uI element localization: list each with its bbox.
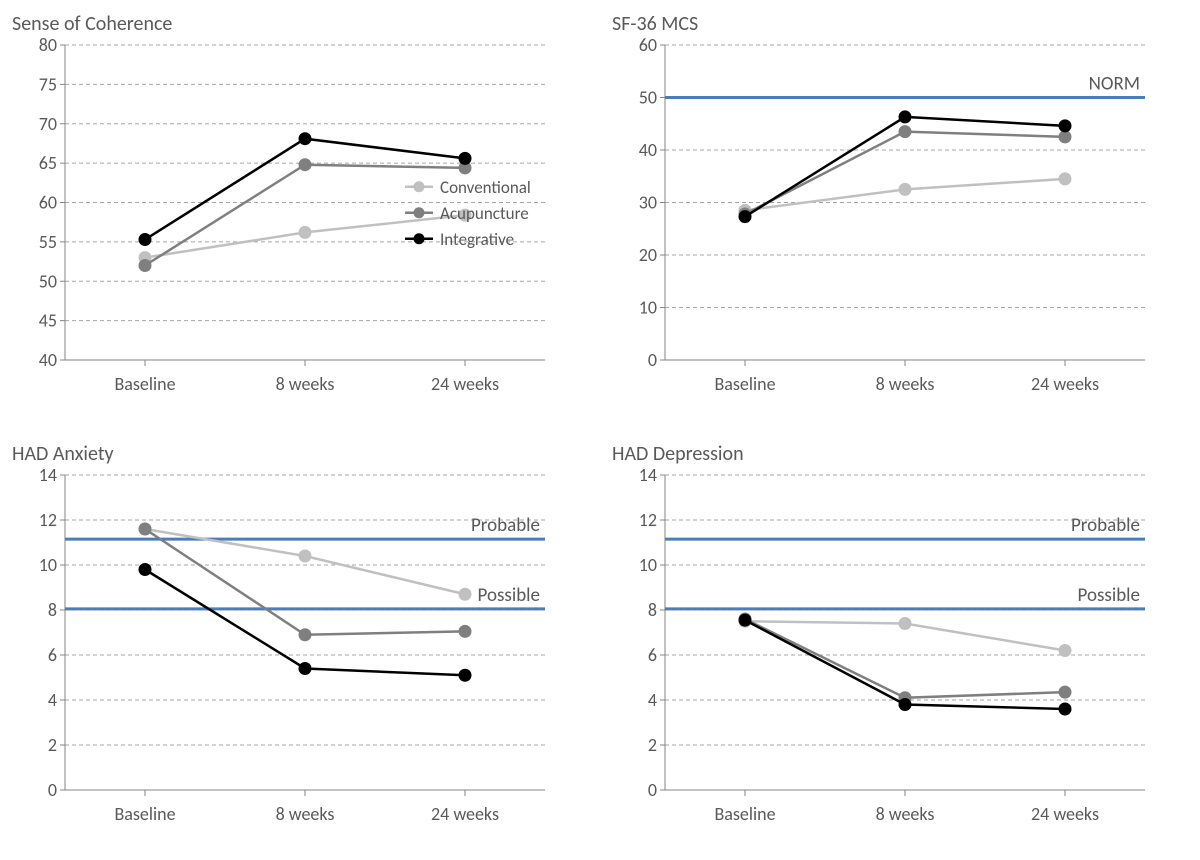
series-marker	[1059, 119, 1072, 132]
y-tick-label: 10	[639, 297, 657, 319]
x-tick-label: Baseline	[714, 803, 775, 825]
series-marker	[459, 152, 472, 165]
x-tick-label: 24 weeks	[1031, 373, 1099, 395]
y-tick-label: 6	[648, 644, 657, 666]
chart-panel: 40 45 50 55 60 65 70 75 80 Baseline 8 weeks 24 week…	[0, 0, 600, 430]
y-tick-label: 75	[39, 73, 57, 95]
series-line	[145, 570, 465, 676]
chart-title: HAD Depression	[612, 442, 744, 466]
chart-title: Sense of Coherence	[12, 12, 172, 36]
chart-panel: 0 10 20 30 40 50 60 Baseline 8 weeks 24 weeks NORM…	[600, 0, 1200, 430]
chart-svg: 0 10 20 30 40 50 60 Baseline 8 weeks 24 weeks NORM…	[610, 10, 1170, 410]
series-marker	[739, 210, 752, 223]
y-tick-label: 6	[48, 644, 57, 666]
series-marker	[739, 614, 752, 627]
x-tick-label: 24 weeks	[431, 373, 499, 395]
y-tick-label: 45	[39, 310, 57, 332]
x-tick-label: 8 weeks	[276, 373, 335, 395]
reference-line-label: Possible	[478, 584, 540, 607]
series-marker	[459, 588, 472, 601]
x-tick-label: 8 weeks	[276, 803, 335, 825]
y-tick-label: 8	[48, 599, 57, 621]
reference-line-label: NORM	[1089, 73, 1140, 96]
y-tick-label: 0	[648, 349, 657, 371]
y-tick-label: 60	[39, 192, 57, 214]
chart-svg: 40 45 50 55 60 65 70 75 80 Baseline 8 weeks 24 week…	[10, 10, 570, 410]
y-tick-label: 60	[639, 34, 657, 56]
x-tick-label: 24 weeks	[1031, 803, 1099, 825]
series-marker	[299, 226, 312, 239]
series-line	[745, 619, 1065, 698]
series-marker	[899, 617, 912, 630]
series-marker	[299, 662, 312, 675]
reference-line-label: Probable	[1071, 514, 1140, 537]
x-tick-label: 8 weeks	[876, 373, 935, 395]
chart-panel: 0 2 4 6 8 10 12 14 Baseline 8 weeks 24 weeks Probab…	[0, 430, 600, 860]
chart-svg: 0 2 4 6 8 10 12 14 Baseline 8 weeks 24 weeks Probab…	[610, 440, 1170, 840]
y-tick-label: 40	[39, 349, 57, 371]
y-tick-label: 20	[639, 244, 657, 266]
series-marker	[1059, 172, 1072, 185]
reference-line-label: Probable	[471, 514, 540, 537]
series-marker	[139, 523, 152, 536]
chart-svg: 0 2 4 6 8 10 12 14 Baseline 8 weeks 24 weeks Probab…	[10, 440, 570, 840]
y-tick-label: 2	[48, 734, 57, 756]
chart-panel: 0 2 4 6 8 10 12 14 Baseline 8 weeks 24 weeks Probab…	[600, 430, 1200, 860]
y-tick-label: 40	[639, 139, 657, 161]
y-tick-label: 10	[39, 554, 57, 576]
series-marker	[299, 158, 312, 171]
series-marker	[459, 625, 472, 638]
y-tick-label: 65	[39, 152, 57, 174]
y-tick-label: 14	[39, 464, 57, 486]
series-marker	[1059, 703, 1072, 716]
x-tick-label: Baseline	[714, 373, 775, 395]
series-marker	[1059, 644, 1072, 657]
reference-line-label: Possible	[1078, 584, 1140, 607]
y-tick-label: 0	[48, 779, 57, 801]
y-tick-label: 10	[639, 554, 657, 576]
y-tick-label: 50	[39, 270, 57, 292]
y-tick-label: 50	[639, 87, 657, 109]
series-line	[745, 132, 1065, 214]
x-tick-label: 24 weeks	[431, 803, 499, 825]
series-marker	[1059, 686, 1072, 699]
chart-title: HAD Anxiety	[12, 442, 114, 466]
y-tick-label: 8	[648, 599, 657, 621]
series-marker	[139, 233, 152, 246]
y-tick-label: 4	[648, 689, 657, 711]
series-marker	[899, 698, 912, 711]
series-marker	[139, 259, 152, 272]
y-tick-label: 70	[39, 113, 57, 135]
y-tick-label: 12	[39, 509, 57, 531]
chart-title: SF-36 MCS	[612, 12, 698, 36]
series-marker	[899, 125, 912, 138]
y-tick-label: 0	[648, 779, 657, 801]
x-tick-label: 8 weeks	[876, 803, 935, 825]
series-marker	[299, 550, 312, 563]
series-marker	[899, 183, 912, 196]
y-tick-label: 12	[639, 509, 657, 531]
y-tick-label: 55	[39, 231, 57, 253]
series-marker	[299, 628, 312, 641]
series-marker	[139, 563, 152, 576]
y-tick-label: 4	[48, 689, 57, 711]
legend-label: Conventional	[440, 177, 531, 198]
y-tick-label: 2	[648, 734, 657, 756]
series-marker	[899, 110, 912, 123]
series-marker	[299, 132, 312, 145]
x-tick-label: Baseline	[114, 373, 175, 395]
y-tick-label: 14	[639, 464, 657, 486]
series-marker	[459, 669, 472, 682]
x-tick-label: Baseline	[114, 803, 175, 825]
legend-label: Acupuncture	[440, 203, 529, 224]
y-tick-label: 80	[39, 34, 57, 56]
y-tick-label: 30	[639, 192, 657, 214]
legend-label: Integrative	[440, 229, 514, 250]
